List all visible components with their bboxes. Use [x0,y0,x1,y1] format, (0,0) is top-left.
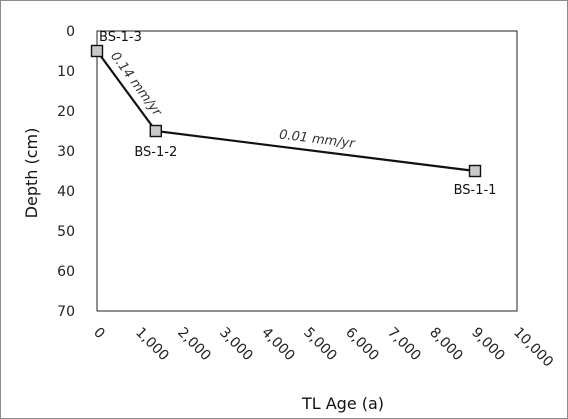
x-axis-title: TL Age (a) [301,394,384,413]
x-tick-label: 5,000 [300,325,340,365]
x-tick-label: 10,000 [510,325,556,371]
x-tick-label: 2,000 [174,325,214,365]
x-tick-label: 1,000 [132,325,172,365]
point-labels: BS-1-3 BS-1-2 BS-1-1 [99,30,496,198]
y-tick-label: 70 [57,304,75,320]
y-tick-label: 40 [57,184,75,200]
x-tick-label: 7,000 [384,325,424,365]
y-tick-labels: 0 10 20 30 40 50 60 70 [57,24,75,320]
y-tick-label: 0 [66,24,75,40]
data-point-marker [149,124,163,138]
x-tick-label: 9,000 [468,325,508,365]
y-tick-label: 30 [57,144,75,160]
x-tick-labels: 0 1,000 2,000 3,000 4,000 5,000 6,000 7,000 8,00… [90,325,556,371]
x-tick-label: 0 [90,325,108,343]
data-markers [90,44,482,178]
x-tick-label: 4,000 [258,325,298,365]
y-tick-label: 10 [57,64,75,80]
data-point-label: BS-1-1 [454,183,497,198]
y-tick-label: 50 [57,224,75,240]
y-tick-label: 60 [57,264,75,280]
x-tick-label: 3,000 [216,325,256,365]
data-point-marker [90,44,104,58]
y-axis-title: Depth (cm) [22,128,41,219]
plot-area [96,30,518,312]
y-tick-label: 20 [57,104,75,120]
x-tick-label: 6,000 [342,325,382,365]
x-tick-label: 8,000 [426,325,466,365]
data-point-marker [468,164,482,178]
data-point-label: BS-1-2 [134,145,177,160]
data-point-label: BS-1-3 [99,30,142,45]
